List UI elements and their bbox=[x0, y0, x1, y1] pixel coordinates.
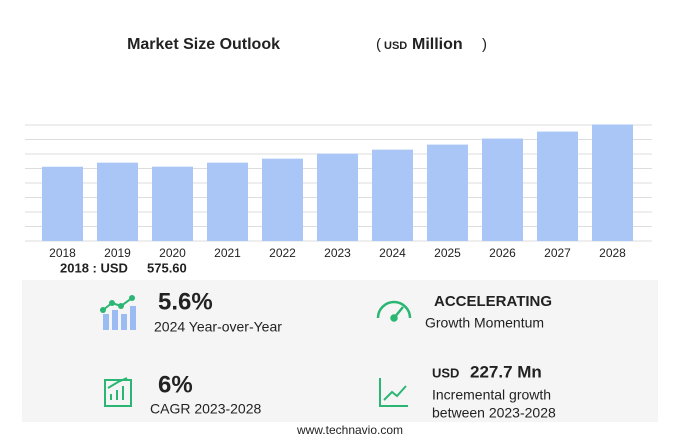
bar bbox=[207, 162, 248, 241]
bar bbox=[592, 124, 633, 241]
highlight-value: 575.60 bbox=[147, 260, 187, 275]
stat-caption: Incremental growth bbox=[432, 387, 551, 403]
bar bbox=[482, 138, 523, 241]
x-tick-label: 2028 bbox=[599, 246, 626, 260]
stat-caption: Growth Momentum bbox=[425, 315, 544, 331]
bar bbox=[152, 166, 193, 241]
stat-value: ACCELERATING bbox=[434, 293, 552, 310]
x-tick-label: 2026 bbox=[489, 246, 516, 260]
highlight-label: 2018 : USD bbox=[60, 260, 128, 275]
stat-prefix: USD bbox=[432, 365, 459, 380]
bar bbox=[537, 131, 578, 241]
bar bbox=[42, 166, 83, 241]
stat-caption: CAGR 2023-2028 bbox=[150, 401, 262, 417]
bar bbox=[317, 153, 358, 241]
icon-growth-chart bbox=[104, 377, 132, 407]
stat-caption: between 2023-2028 bbox=[432, 405, 556, 421]
footer: www.technavio.com bbox=[296, 423, 403, 437]
x-tick-label: 2027 bbox=[544, 246, 571, 260]
bar bbox=[427, 144, 468, 241]
x-tick-label: 2019 bbox=[104, 246, 131, 260]
icon-bars bbox=[100, 295, 136, 330]
stat-value: 6% bbox=[158, 371, 193, 398]
x-tick-label: 2018 bbox=[49, 246, 76, 260]
unit-open: ( bbox=[376, 36, 381, 53]
x-tick-label: 2023 bbox=[324, 246, 351, 260]
unit: USD bbox=[384, 40, 407, 52]
icon-gauge bbox=[376, 300, 412, 322]
stat-value: 5.6% bbox=[158, 288, 213, 315]
x-tick-label: 2020 bbox=[159, 246, 186, 260]
x-tick-label: 2025 bbox=[434, 246, 461, 260]
x-tick-label: 2024 bbox=[379, 246, 406, 260]
unit-close: ) bbox=[482, 36, 487, 53]
icon-trend bbox=[379, 378, 408, 407]
stats-panel bbox=[22, 280, 658, 422]
unit-label: Million bbox=[412, 36, 463, 53]
bar bbox=[97, 162, 138, 241]
stat-caption: 2024 Year-over-Year bbox=[154, 319, 282, 335]
x-tick-label: 2021 bbox=[214, 246, 241, 260]
chart-title: Market Size Outlook bbox=[127, 36, 280, 53]
x-tick-label: 2022 bbox=[269, 246, 296, 260]
bar bbox=[262, 158, 303, 241]
stat-value: 227.7 Mn bbox=[470, 362, 542, 381]
bar bbox=[372, 149, 413, 241]
